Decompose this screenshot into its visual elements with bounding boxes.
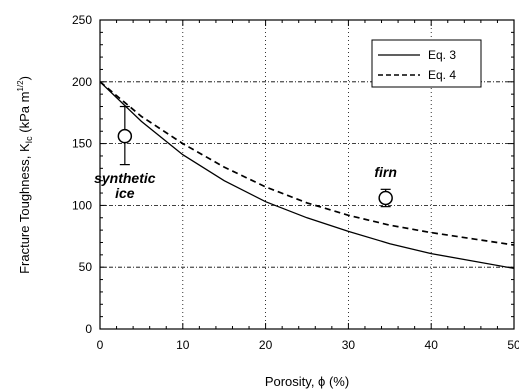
y-axis-label-pre: Fracture Toughness, K [17, 143, 32, 274]
x-tick-label-1: 10 [176, 338, 190, 352]
y-axis-label-post: ) [17, 76, 32, 80]
legend-label-eq4: Eq. 4 [428, 68, 456, 82]
x-tick-label-3: 30 [342, 338, 356, 352]
x-tick-label-5: 50 [507, 338, 519, 352]
y-axis-label-sup: 1/2 [16, 80, 25, 92]
ticks: 0 10 20 30 40 50 0 50 100 150 200 250 [72, 13, 519, 352]
x-tick-label-0: 0 [97, 338, 104, 352]
legend-box [371, 39, 482, 88]
y-axis-label-sub: Ic [24, 136, 34, 144]
series-layer [99, 81, 515, 270]
legend: Eq. 3 Eq. 4 [371, 39, 482, 88]
data-points [117, 105, 393, 208]
x-axis-label: Porosity, ϕ (%) [265, 374, 349, 389]
series-line-eq-3 [99, 81, 515, 270]
y-axis-label: Fracture Toughness, KIc (kPa m1/2) [16, 76, 34, 274]
y-tick-label-2: 100 [72, 198, 92, 212]
data-point-firn [378, 190, 393, 206]
legend-label-eq3: Eq. 3 [428, 48, 456, 62]
data-point-synthetic-ice [117, 128, 133, 144]
annotation-2: firn [374, 164, 397, 180]
y-axis-label-mid: (kPa m [17, 92, 32, 137]
plot-frame [99, 19, 515, 330]
y-tick-label-3: 150 [72, 137, 92, 151]
x-tick-label-4: 40 [425, 338, 439, 352]
series-line-eq-4 [99, 81, 515, 246]
y-tick-label-5: 250 [72, 13, 92, 27]
y-tick-label-1: 50 [79, 260, 93, 274]
annotation-1: ice [115, 185, 135, 201]
annotation-0: synthetic [94, 170, 156, 186]
y-tick-label-4: 200 [72, 75, 92, 89]
x-tick-label-2: 20 [259, 338, 273, 352]
y-tick-label-0: 0 [85, 322, 92, 336]
